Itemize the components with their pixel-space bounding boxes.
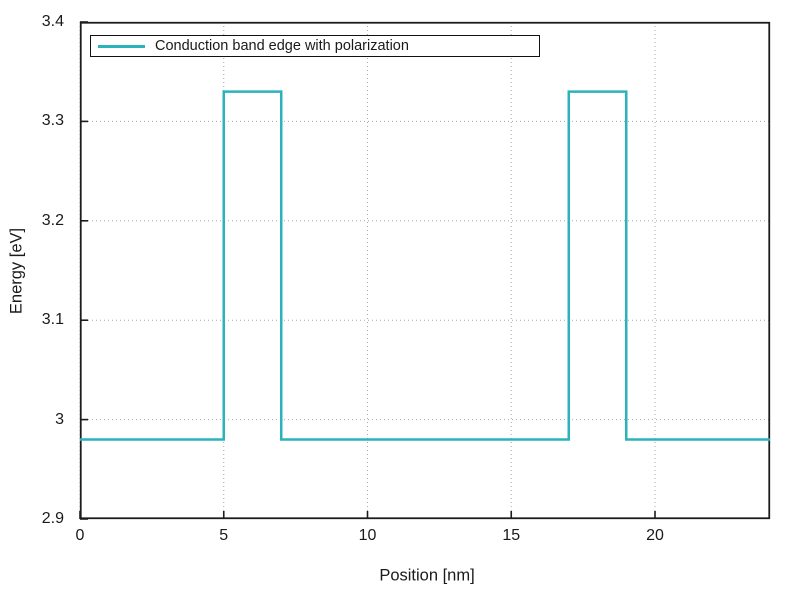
x-tick-label: 0 [75, 527, 85, 544]
y-tick-label: 3.1 [41, 311, 64, 329]
x-axis-title: Position [nm] [379, 566, 475, 585]
plot-frame [79, 21, 771, 520]
y-tick-label: 3.3 [41, 112, 64, 130]
x-tick-label: 5 [219, 527, 229, 544]
plot-area: Conduction band edge with polarization [79, 21, 771, 520]
y-tick-label: 2.9 [41, 510, 64, 527]
y-axis-title: Energy [eV] [7, 227, 26, 315]
legend-line-swatch [98, 44, 145, 48]
series-line [80, 90, 770, 441]
legend: Conduction band edge with polarization [90, 35, 540, 57]
x-tick-label: 20 [646, 527, 664, 544]
x-tick-label: 10 [358, 527, 377, 544]
y-tick-label: 3 [55, 410, 64, 428]
legend-series-label: Conduction band edge with polarization [155, 38, 409, 54]
y-tick-label: 3.4 [41, 13, 64, 30]
x-tick-label: 15 [502, 527, 521, 544]
y-tick-label: 3.2 [41, 211, 64, 229]
plot-canvas [79, 21, 771, 520]
